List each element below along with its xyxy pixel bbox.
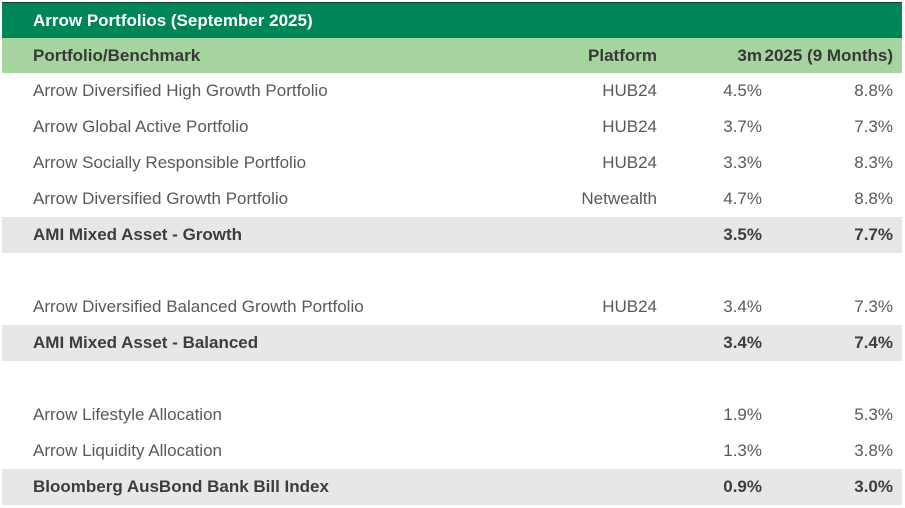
benchmark-row: Bloomberg AusBond Bank Bill Index 0.9% 3…: [2, 469, 902, 505]
portfolio-row: Arrow Diversified Growth Portfolio Netwe…: [2, 181, 902, 217]
benchmark-row: AMI Mixed Asset - Balanced 3.4% 7.4%: [2, 325, 902, 361]
return-2025-cell: 7.3%: [854, 297, 893, 316]
platform-cell: HUB24: [602, 297, 657, 316]
portfolio-name-cell: Arrow Liquidity Allocation: [33, 441, 222, 460]
return-3m-cell: 4.7%: [723, 189, 762, 208]
return-3m-cell: 4.5%: [723, 81, 762, 100]
portfolio-row: Arrow Lifestyle Allocation 1.9% 5.3%: [2, 397, 902, 433]
portfolio-row: Arrow Liquidity Allocation 1.3% 3.8%: [2, 433, 902, 469]
platform-cell: HUB24: [602, 153, 657, 172]
return-3m-cell: 1.3%: [723, 441, 762, 460]
table-body: Arrow Diversified High Growth Portfolio …: [2, 73, 902, 505]
benchmark-row: AMI Mixed Asset - Growth 3.5% 7.7%: [2, 217, 902, 253]
return-3m-cell: 3.4%: [723, 333, 762, 352]
return-2025-cell: 3.0%: [854, 477, 893, 496]
column-header-platform: Platform: [588, 45, 657, 65]
portfolio-name-cell: Arrow Diversified Growth Portfolio: [33, 189, 289, 208]
portfolio-name-cell: AMI Mixed Asset - Growth: [33, 225, 243, 244]
platform-cell: HUB24: [602, 81, 657, 100]
return-2025-cell: 7.3%: [854, 117, 893, 136]
platform-cell: HUB24: [602, 117, 657, 136]
portfolio-row: Arrow Diversified High Growth Portfolio …: [2, 73, 902, 109]
table-title-bar: Arrow Portfolios (September 2025): [2, 3, 902, 38]
return-3m-cell: 3.3%: [723, 153, 762, 172]
return-2025-cell: 3.8%: [854, 441, 893, 460]
return-2025-cell: 7.7%: [854, 225, 893, 244]
return-3m-cell: 1.9%: [723, 405, 762, 424]
portfolio-name-cell: Arrow Lifestyle Allocation: [33, 405, 222, 424]
column-header-2025-9-months: 2025 (9 Months): [764, 45, 893, 65]
return-3m-cell: 3.5%: [723, 225, 762, 244]
portfolio-row: Arrow Global Active Portfolio HUB24 3.7%…: [2, 109, 902, 145]
return-2025-cell: 8.3%: [854, 153, 893, 172]
portfolio-row: Arrow Socially Responsible Portfolio HUB…: [2, 145, 902, 181]
portfolio-name-cell: Bloomberg AusBond Bank Bill Index: [33, 477, 329, 496]
spacer-row: [2, 361, 902, 397]
portfolio-name-cell: Arrow Diversified High Growth Portfolio: [33, 81, 328, 100]
return-3m-cell: 3.4%: [723, 297, 762, 316]
table-title: Arrow Portfolios (September 2025): [33, 10, 313, 30]
portfolio-name-cell: Arrow Global Active Portfolio: [33, 117, 249, 136]
return-2025-cell: 7.4%: [854, 333, 893, 352]
spacer-row: [2, 253, 902, 289]
portfolio-name-cell: AMI Mixed Asset - Balanced: [33, 333, 259, 352]
portfolio-row: Arrow Diversified Balanced Growth Portfo…: [2, 289, 902, 325]
return-3m-cell: 0.9%: [723, 477, 762, 496]
table-header-row: Portfolio/Benchmark Platform 3m 2025 (9 …: [2, 38, 902, 73]
return-2025-cell: 8.8%: [854, 189, 893, 208]
column-header-3m: 3m: [737, 45, 762, 65]
column-header-portfolio-benchmark: Portfolio/Benchmark: [33, 45, 201, 65]
platform-cell: Netwealth: [581, 189, 657, 208]
return-3m-cell: 3.7%: [723, 117, 762, 136]
return-2025-cell: 5.3%: [854, 405, 893, 424]
portfolio-name-cell: Arrow Diversified Balanced Growth Portfo…: [33, 297, 364, 316]
return-2025-cell: 8.8%: [854, 81, 893, 100]
portfolio-name-cell: Arrow Socially Responsible Portfolio: [33, 153, 307, 172]
